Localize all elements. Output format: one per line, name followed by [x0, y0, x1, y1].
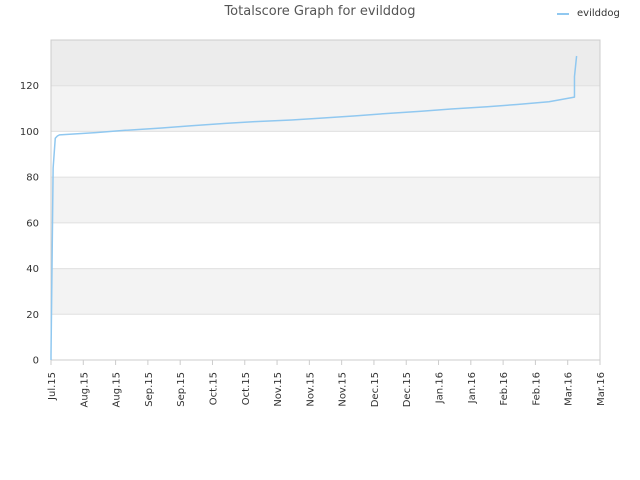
- x-tick-label: Oct.15: [208, 372, 219, 405]
- legend-swatch: [557, 12, 569, 15]
- x-tick-label: Mar.16: [564, 372, 575, 406]
- y-tick-label: 40: [26, 264, 39, 275]
- grid-band: [51, 177, 600, 223]
- x-tick-label: Nov.15: [305, 372, 316, 407]
- y-tick-label: 80: [26, 173, 39, 184]
- legend-label: evilddog: [577, 8, 620, 19]
- x-tick-label: Jan.16: [467, 372, 478, 404]
- x-tick-label: Dec.15: [402, 372, 413, 407]
- x-tick-label: Jan.16: [435, 372, 446, 404]
- y-tick-label: 120: [20, 81, 39, 92]
- x-tick-label: Jul.15: [47, 372, 58, 401]
- x-tick-label: Sep.15: [144, 372, 155, 407]
- x-tick-label: Oct.15: [241, 372, 252, 405]
- x-tick-label: Mar.16: [596, 372, 607, 406]
- x-tick-label: Dec.15: [370, 372, 381, 407]
- x-tick-label: Feb.16: [499, 372, 510, 406]
- series-line: [50, 55, 578, 360]
- x-tick-label: Nov.15: [338, 372, 349, 407]
- grid-band: [51, 40, 600, 86]
- x-tick-label: Nov.15: [273, 372, 284, 407]
- plot-frame: [50, 39, 601, 361]
- y-tick-label: 20: [26, 310, 39, 321]
- legend: evilddog: [557, 8, 620, 19]
- y-tick-label: 0: [33, 356, 39, 367]
- x-tick-label: Feb.16: [531, 372, 542, 406]
- y-tick-label: 60: [26, 218, 39, 229]
- grid-band: [51, 268, 600, 315]
- x-tick-label: Sep.15: [176, 372, 187, 407]
- x-tick-label: Aug.15: [79, 372, 90, 407]
- grid-band: [51, 85, 600, 132]
- x-tick-label: Aug.15: [112, 372, 123, 407]
- y-tick-label: 100: [20, 127, 39, 138]
- chart-title: Totalscore Graph for evilddog: [224, 4, 416, 19]
